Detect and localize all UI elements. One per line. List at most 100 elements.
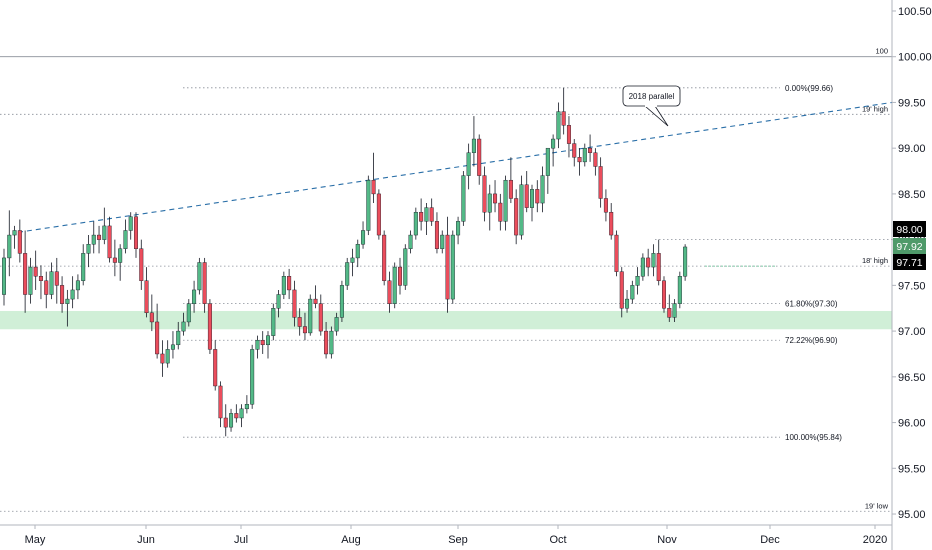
fib-label: 100.00%(95.84) [785, 433, 842, 442]
level-label: 19' high [862, 104, 888, 113]
candle-down [577, 157, 582, 163]
y-tick-label: 96.50 [898, 372, 926, 384]
candle-up [255, 340, 260, 350]
candle-down [572, 143, 577, 158]
candle-up [625, 298, 630, 309]
candle-down [144, 280, 149, 314]
candle-up [28, 266, 33, 295]
candle-up [81, 253, 86, 281]
candle-up [197, 262, 202, 291]
candle-up [165, 349, 170, 364]
price-tag-box [893, 238, 926, 254]
candle-up [102, 225, 107, 240]
price-tag-box [893, 221, 926, 237]
candle-down [202, 262, 207, 304]
horizontal-levels: 100 19' high 18' high 19' low [0, 47, 892, 512]
candle-down [609, 211, 614, 236]
level-label: 18' high [862, 256, 888, 265]
candle-down [524, 184, 529, 208]
candle-down [287, 276, 292, 291]
candle-down [667, 308, 672, 318]
candle-down [44, 280, 49, 295]
candle-down [419, 211, 424, 222]
candle-down [662, 280, 667, 309]
candle-up [403, 248, 408, 286]
y-tick-label: 98.50 [898, 189, 926, 201]
candle-up [361, 230, 366, 245]
x-tick-label: Dec [760, 534, 780, 546]
candle-down [603, 198, 608, 213]
candle-down [149, 312, 154, 323]
candle-down [160, 353, 165, 364]
candle-up [123, 230, 128, 249]
candle-down [218, 385, 223, 419]
candle-down [593, 152, 598, 167]
candle-up [471, 138, 476, 153]
candle-up [350, 257, 355, 263]
candle-down [139, 248, 144, 281]
price-tag-label: 98.00 [896, 224, 922, 236]
candle-down [514, 198, 519, 236]
candle-up [271, 308, 276, 336]
candle-down [292, 289, 297, 318]
x-tick-label: Jun [137, 534, 155, 546]
trendline [17, 101, 893, 233]
candle-down [566, 125, 571, 144]
x-tick-label: Sep [448, 534, 468, 546]
candle-down [535, 189, 540, 204]
candle-down [498, 202, 503, 222]
annotation-callout[interactable]: 2018 parallel [622, 85, 681, 127]
candle-up [461, 175, 466, 222]
x-tick-label: 2020 [863, 534, 887, 546]
candle-up [530, 189, 535, 208]
candle-up [540, 175, 545, 204]
candle-up [229, 413, 234, 428]
candle-up [651, 253, 656, 268]
candle-up [366, 179, 371, 231]
candle-up [683, 246, 688, 277]
price-tag-box [893, 254, 926, 270]
candle-down [508, 179, 513, 199]
candle-down [376, 193, 381, 236]
candle-up [677, 276, 682, 304]
candle-up [450, 234, 455, 300]
axes [0, 0, 893, 550]
candle-down [54, 271, 59, 286]
candle-up [355, 244, 360, 259]
candle-down [588, 147, 593, 153]
candle-down [646, 257, 651, 268]
candle-up [408, 234, 413, 249]
x-axis-ticks[interactable]: May Jun Jul Aug Sep Oct Nov Dec 2020 [25, 525, 888, 546]
candle-down [133, 216, 138, 249]
candle-down [477, 138, 482, 176]
candle-up [281, 276, 286, 295]
candle-down [371, 179, 376, 195]
x-tick-label: Jul [234, 534, 248, 546]
support-zone-rect [0, 310, 892, 330]
candle-up [672, 303, 677, 318]
candle-down [38, 276, 43, 281]
y-tick-label: 100.50 [898, 6, 932, 18]
candle-up [556, 111, 561, 140]
level-label: 100 [875, 47, 888, 56]
candle-down [234, 413, 239, 419]
candle-up [186, 303, 191, 323]
trendline-2018-parallel [17, 101, 893, 233]
candle-up [12, 230, 17, 236]
candle-down [302, 326, 307, 334]
candle-up [244, 404, 249, 410]
candle-down [398, 266, 403, 286]
candle-up [503, 179, 508, 222]
y-tick-label: 96.00 [898, 418, 926, 430]
callout-label: 2018 parallel [629, 92, 675, 101]
candle-up [551, 138, 556, 149]
candle-down [445, 234, 450, 300]
y-axis-ticks[interactable]: 95.00 95.50 96.00 96.50 97.00 97.50 98.00 98.50… [892, 6, 932, 521]
callout-join [645, 104, 657, 107]
candle-up [2, 257, 6, 295]
candle-down [207, 303, 212, 350]
candle-up [70, 289, 75, 300]
candle-up [86, 244, 91, 254]
